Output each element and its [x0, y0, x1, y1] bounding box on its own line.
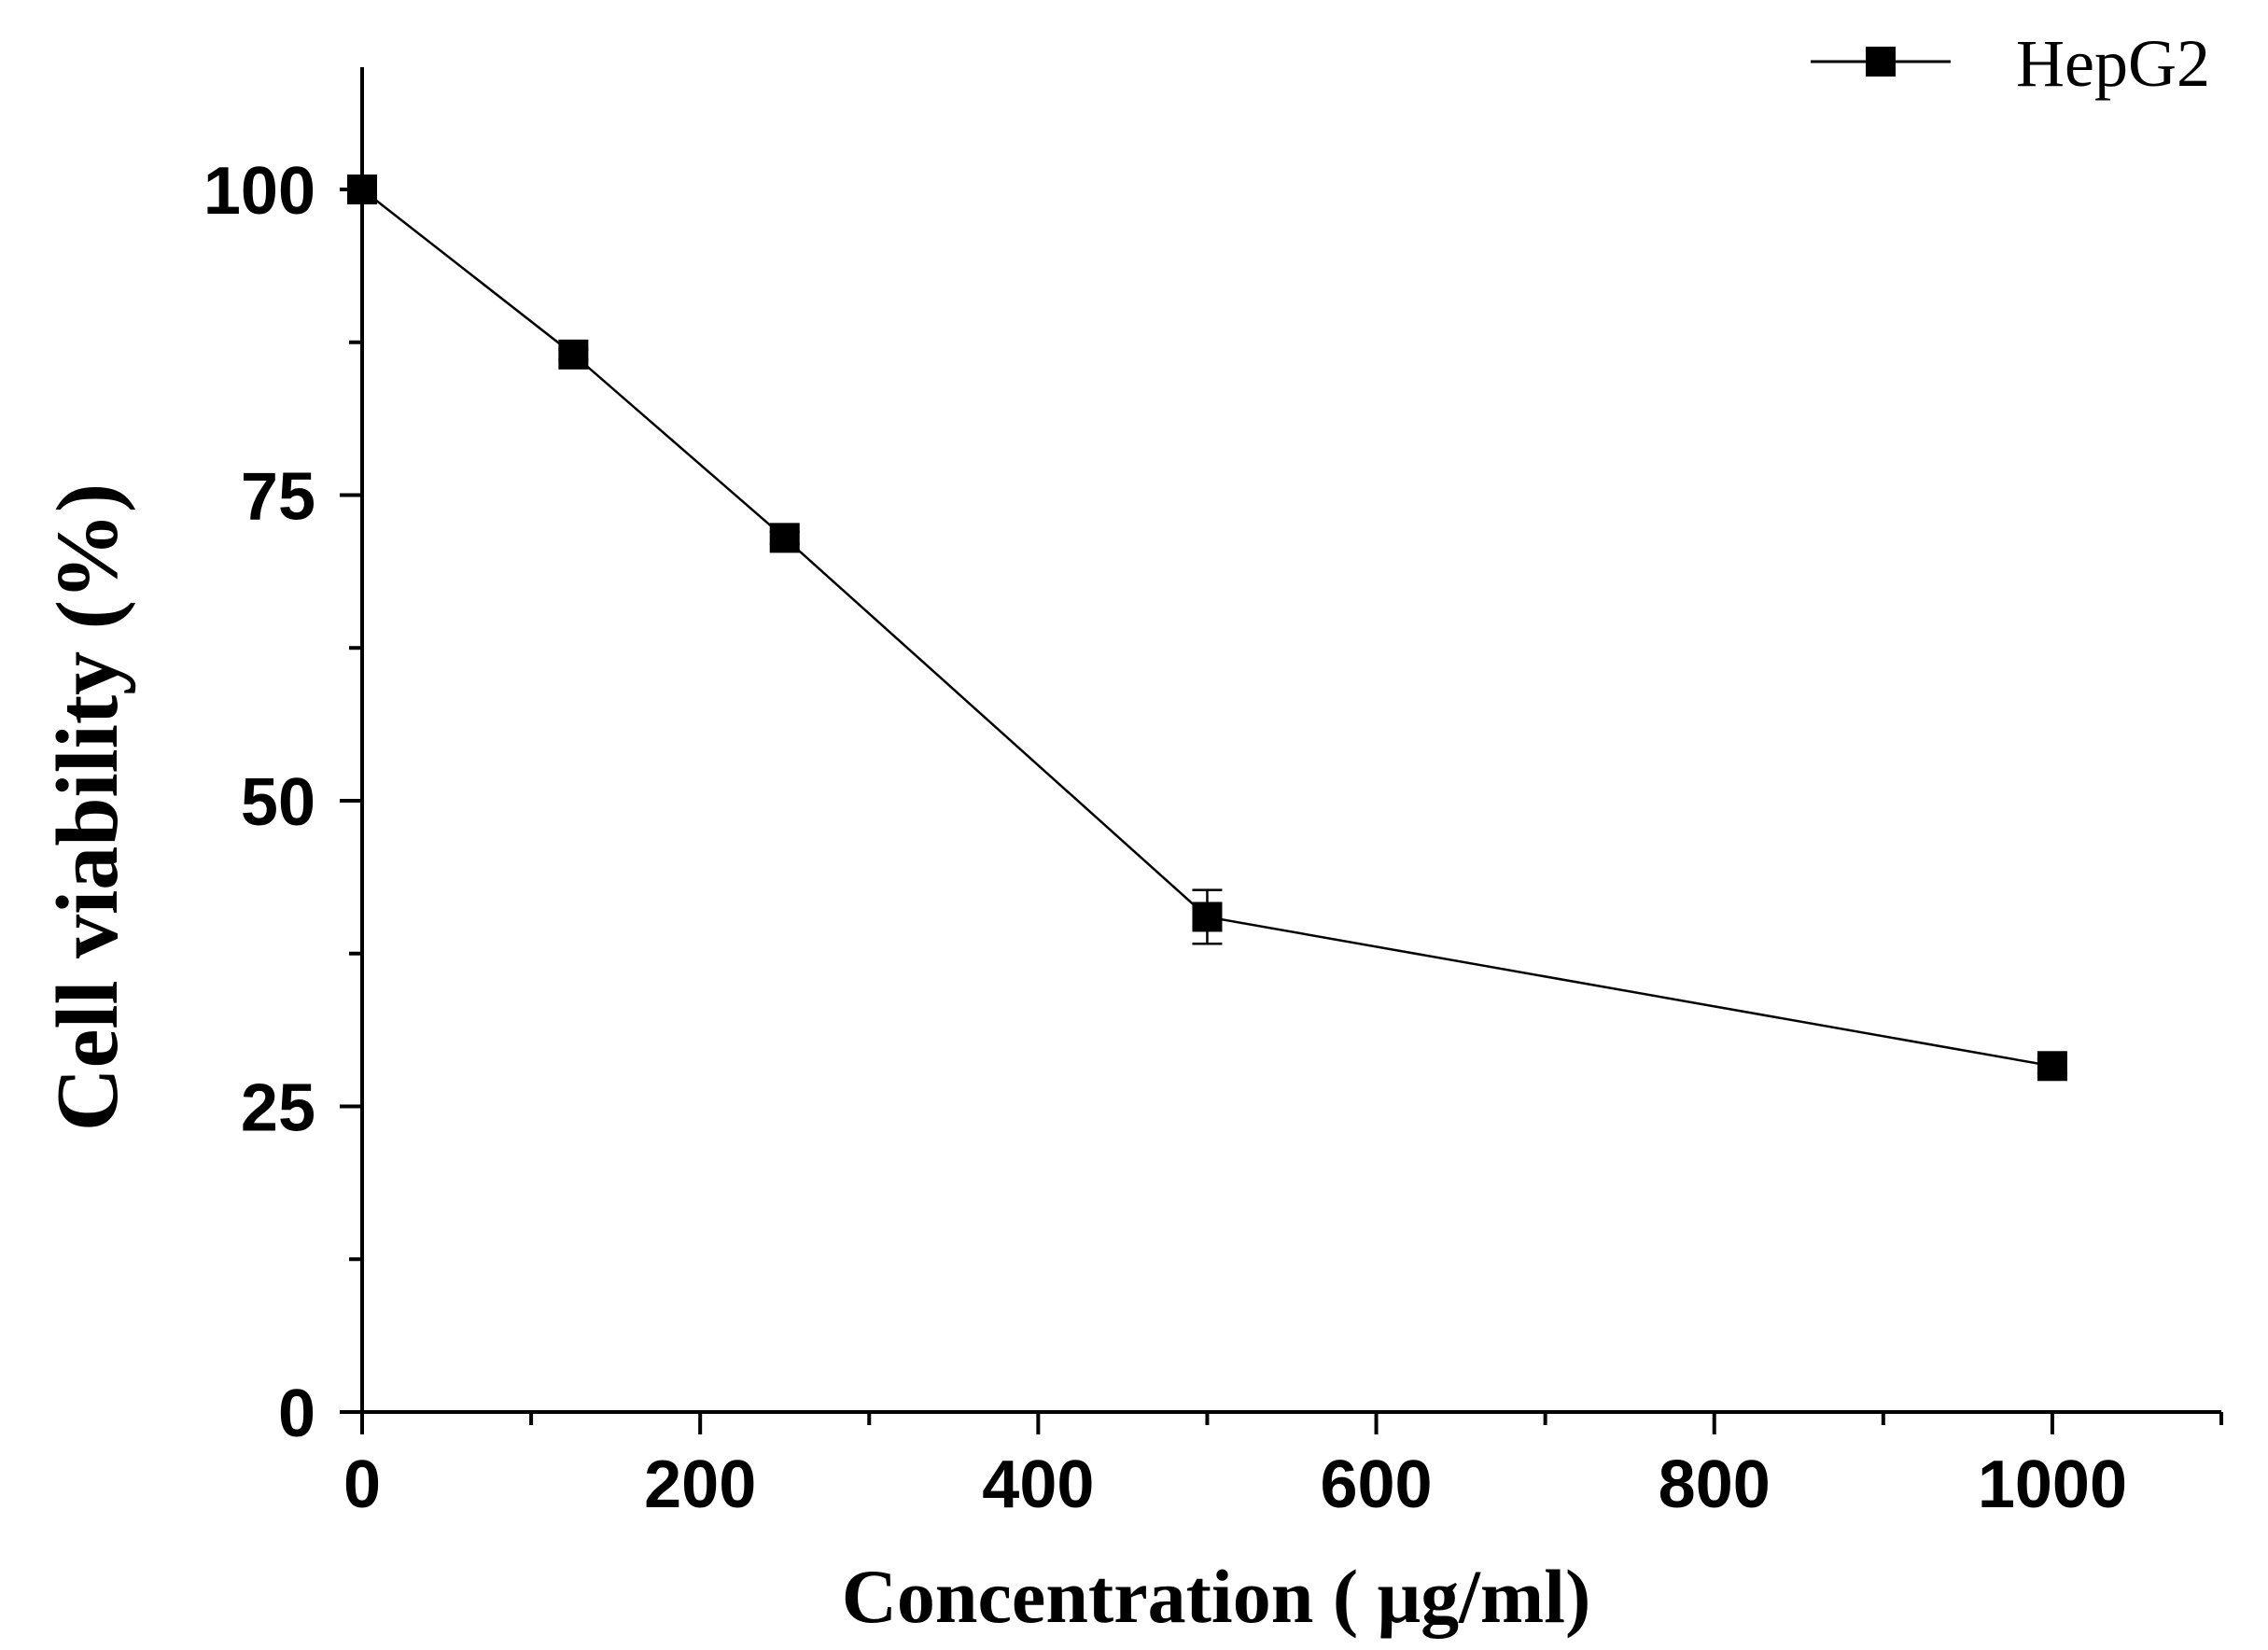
- legend-label: HepG2: [2016, 26, 2210, 101]
- y-axis-ticks: 0 25 50 75 100: [203, 154, 362, 1451]
- data-point: [769, 523, 800, 553]
- x-tick-label: 200: [644, 1447, 756, 1522]
- legend-marker: [1866, 47, 1896, 77]
- data-point: [558, 339, 589, 370]
- y-tick-label: 0: [278, 1377, 315, 1451]
- y-axis-title: Cell viability (%): [39, 483, 136, 1132]
- x-tick-label: 1000: [1978, 1447, 2127, 1522]
- data-point: [2037, 1051, 2067, 1082]
- y-tick-label: 25: [241, 1071, 315, 1146]
- x-tick-label: 800: [1659, 1447, 1771, 1522]
- data-point: [1192, 902, 1223, 932]
- x-tick-label: 600: [1320, 1447, 1432, 1522]
- x-axis-title: Concentration ( μg/ml): [842, 1554, 1591, 1639]
- x-axis-ticks: 0 200 400 600 800 1000: [343, 1412, 2223, 1522]
- y-tick-label: 100: [203, 154, 315, 229]
- legend: HepG2: [1811, 26, 2210, 101]
- x-tick-label: 0: [343, 1447, 381, 1522]
- y-tick-label: 75: [241, 460, 315, 535]
- y-tick-label: 50: [241, 765, 315, 840]
- axes: [360, 67, 2221, 1414]
- data-point: [347, 175, 377, 204]
- x-tick-label: 400: [982, 1447, 1094, 1522]
- series-hepg2: [347, 175, 2067, 1082]
